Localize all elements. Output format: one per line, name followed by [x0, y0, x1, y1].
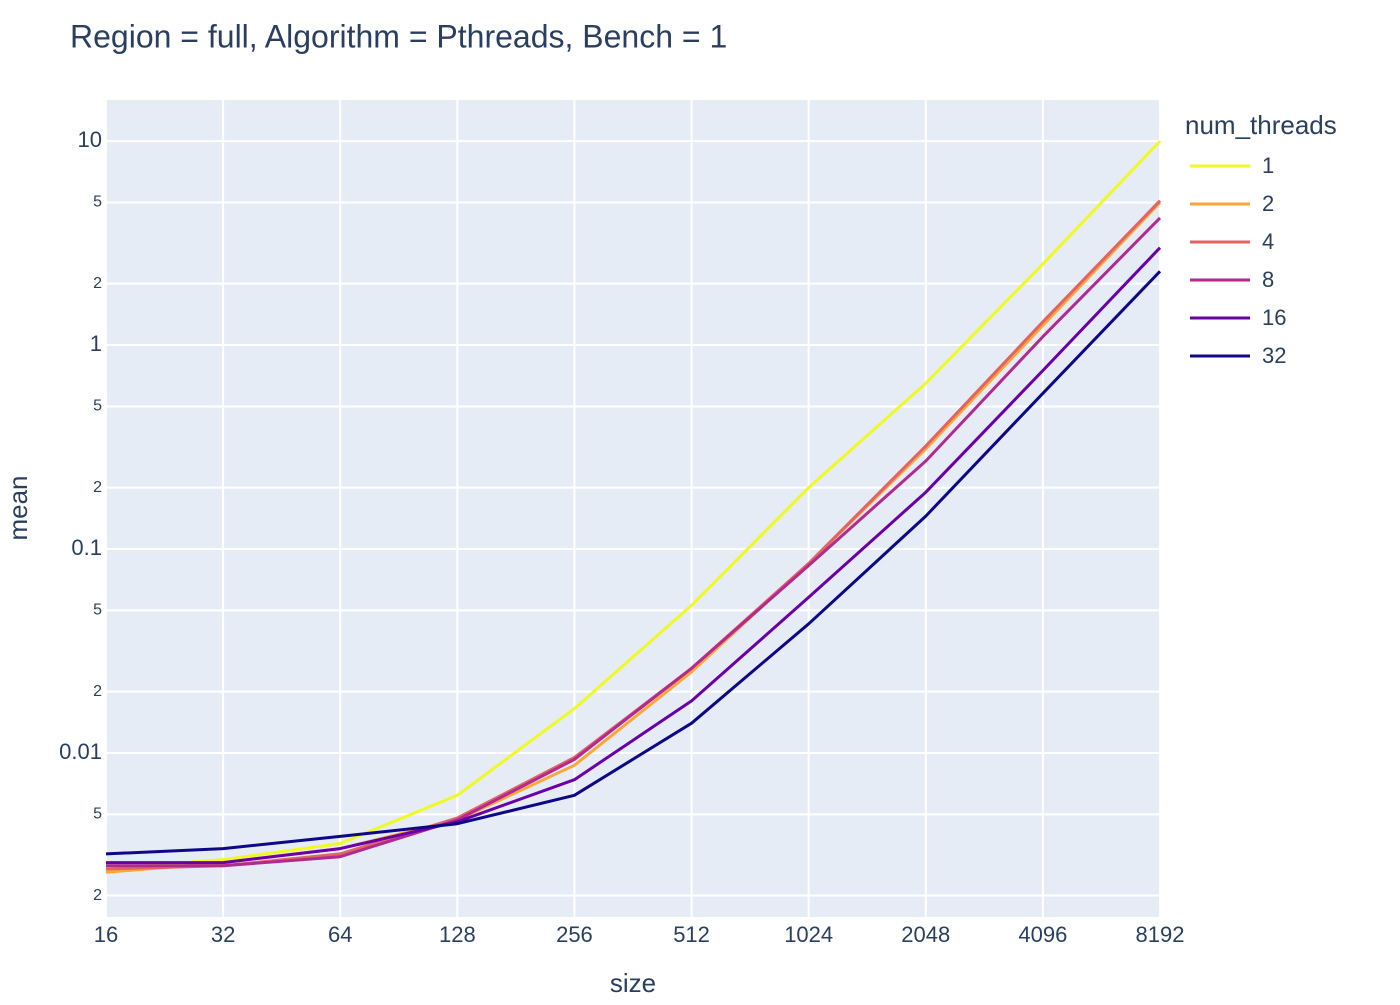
y-tick-label: 1	[90, 331, 102, 356]
y-tick-label: 2	[93, 275, 102, 292]
legend-label: 16	[1262, 305, 1286, 330]
x-tick-label: 4096	[1018, 922, 1067, 947]
y-tick-label: 0.01	[59, 739, 102, 764]
x-tick-label: 128	[439, 922, 476, 947]
data-line	[105, 270, 1162, 856]
y-tick-label: 5	[93, 194, 102, 211]
data-line	[105, 140, 1162, 871]
y-tick-label: 5	[93, 806, 102, 823]
legend-title: num_threads	[1185, 110, 1337, 140]
x-tick-label: 256	[556, 922, 593, 947]
y-axis-title: mean	[3, 475, 33, 540]
x-tick-label: 2048	[901, 922, 950, 947]
x-axis-title: size	[610, 968, 656, 998]
y-tick-label: 2	[93, 479, 102, 496]
plot-area	[106, 100, 1160, 917]
data-line	[106, 216, 1162, 868]
legend-label: 2	[1262, 191, 1274, 216]
x-tick-label: 32	[211, 922, 235, 947]
y-tick-label: 2	[93, 683, 102, 700]
x-tick-label: 64	[328, 922, 352, 947]
chart-title: Region = full, Algorithm = Pthreads, Ben…	[70, 18, 727, 54]
y-tick-label: 5	[93, 398, 102, 415]
legend-label: 1	[1262, 153, 1274, 178]
x-tick-label: 512	[673, 922, 710, 947]
x-tick-label: 16	[94, 922, 118, 947]
legend-label: 32	[1262, 343, 1286, 368]
y-tick-label: 10	[78, 127, 102, 152]
data-line	[106, 246, 1162, 865]
y-tick-label: 2	[93, 887, 102, 904]
y-tick-label: 5	[93, 602, 102, 619]
x-tick-label: 8192	[1136, 922, 1185, 947]
legend-label: 4	[1262, 229, 1274, 254]
y-tick-label: 0.1	[71, 535, 102, 560]
x-tick-label: 1024	[784, 922, 833, 947]
legend-label: 8	[1262, 267, 1274, 292]
